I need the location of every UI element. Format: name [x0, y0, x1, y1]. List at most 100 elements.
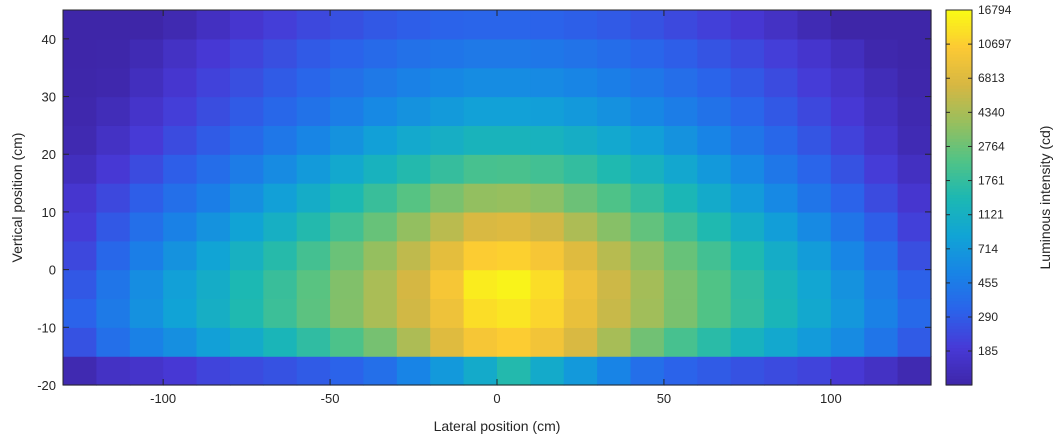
heatmap-cell — [797, 67, 832, 98]
heatmap-cell — [296, 183, 331, 213]
heatmap-cell — [96, 154, 131, 184]
heatmap-cell — [764, 183, 799, 213]
heatmap-cell — [296, 298, 331, 328]
heatmap-cell — [764, 240, 799, 271]
heatmap-cell — [563, 96, 598, 126]
heatmap-cell — [129, 327, 164, 357]
heatmap-cell — [797, 183, 832, 213]
heatmap-cell — [463, 10, 498, 40]
heatmap-cell — [63, 211, 97, 242]
heatmap-cell — [396, 240, 431, 271]
heatmap-cell — [463, 183, 498, 213]
heatmap-cell — [63, 327, 97, 357]
heatmap-cell — [597, 269, 632, 300]
heatmap-cell — [129, 269, 164, 300]
heatmap-cell — [229, 211, 264, 242]
heatmap-cell — [663, 269, 698, 300]
heatmap-cell — [663, 211, 698, 242]
heatmap-cell — [330, 240, 365, 271]
heatmap-cell — [263, 327, 298, 357]
colorbar-segment — [946, 166, 972, 170]
colorbar-segment — [946, 38, 972, 42]
heatmap-cell — [697, 125, 732, 155]
colorbar-segment — [946, 100, 972, 105]
heatmap-cell — [430, 38, 465, 69]
heatmap-cell — [697, 356, 732, 386]
heatmap-cell — [530, 125, 565, 155]
colorbar-label: Luminous intensity (cd) — [1037, 126, 1053, 270]
colorbar-segment — [946, 241, 972, 245]
heatmap-cell — [430, 183, 465, 213]
heatmap-cell — [630, 125, 665, 155]
colorbar-segment — [946, 69, 972, 74]
heatmap-cell — [897, 183, 932, 213]
heatmap-cell — [563, 125, 598, 155]
heatmap-cell — [330, 125, 365, 155]
heatmap-cell — [597, 125, 632, 155]
heatmap-cell — [563, 10, 598, 40]
colorbar-segment — [946, 144, 972, 149]
heatmap-cell — [129, 67, 164, 98]
colorbar-segment — [946, 178, 972, 183]
heatmap-cell — [229, 298, 264, 328]
heatmap-cell — [229, 10, 264, 40]
heatmap-cell — [430, 356, 465, 386]
heatmap-cell — [797, 298, 832, 328]
colorbar-segment — [946, 156, 972, 161]
heatmap-cell — [229, 269, 264, 300]
colorbar-segment — [946, 369, 972, 374]
colorbar-segment — [946, 19, 972, 24]
heatmap-cell — [263, 10, 298, 40]
heatmap-cell — [730, 211, 765, 242]
heatmap-cell — [430, 327, 465, 357]
heatmap-cell — [764, 38, 799, 69]
heatmap-cell — [897, 298, 932, 328]
heatmap-cell — [396, 327, 431, 357]
colorbar-segment — [946, 200, 972, 205]
heatmap-cell — [163, 10, 198, 40]
colorbar-segment — [946, 310, 972, 314]
heatmap-cell — [897, 211, 932, 242]
colorbar-segment — [946, 35, 972, 39]
heatmap-cell — [129, 183, 164, 213]
heatmap-cell — [63, 38, 97, 69]
heatmap-cell — [229, 38, 264, 69]
heatmap-cell — [396, 183, 431, 213]
colorbar-segment — [946, 119, 972, 124]
heatmap-cell — [597, 356, 632, 386]
colorbar-segment — [946, 185, 972, 189]
heatmap-cell — [229, 154, 264, 184]
colorbar-segment — [946, 366, 972, 370]
heatmap-cell — [797, 154, 832, 184]
heatmap-cells — [63, 10, 932, 386]
heatmap-cell — [129, 211, 164, 242]
heatmap-cell — [430, 269, 465, 300]
colorbar-segment — [946, 235, 972, 239]
colorbar-segment — [946, 319, 972, 324]
heatmap-cell — [229, 327, 264, 357]
colorbar-tick-label: 185 — [978, 344, 998, 358]
colorbar-segment — [946, 91, 972, 95]
colorbar-segment — [946, 375, 972, 380]
heatmap-cell — [663, 125, 698, 155]
heatmap-cell — [296, 96, 331, 126]
heatmap-cell — [630, 154, 665, 184]
heatmap-cell — [797, 240, 832, 271]
colorbar-tick-label: 1121 — [978, 208, 1004, 222]
heatmap-cell — [764, 10, 799, 40]
heatmap-cell — [563, 356, 598, 386]
heatmap-cell — [897, 38, 932, 69]
heatmap-cell — [263, 154, 298, 184]
heatmap-cell — [229, 356, 264, 386]
heatmap-cell — [797, 211, 832, 242]
heatmap-cell — [296, 38, 331, 69]
heatmap-cell — [63, 10, 97, 40]
heatmap-cell — [497, 327, 531, 357]
heatmap-cell — [830, 327, 865, 357]
heatmap-cell — [663, 327, 698, 357]
heatmap-cell — [864, 269, 899, 300]
heatmap-cell — [463, 38, 498, 69]
heatmap-cell — [196, 154, 231, 184]
colorbar-segment — [946, 316, 972, 320]
heatmap-cell — [330, 38, 365, 69]
